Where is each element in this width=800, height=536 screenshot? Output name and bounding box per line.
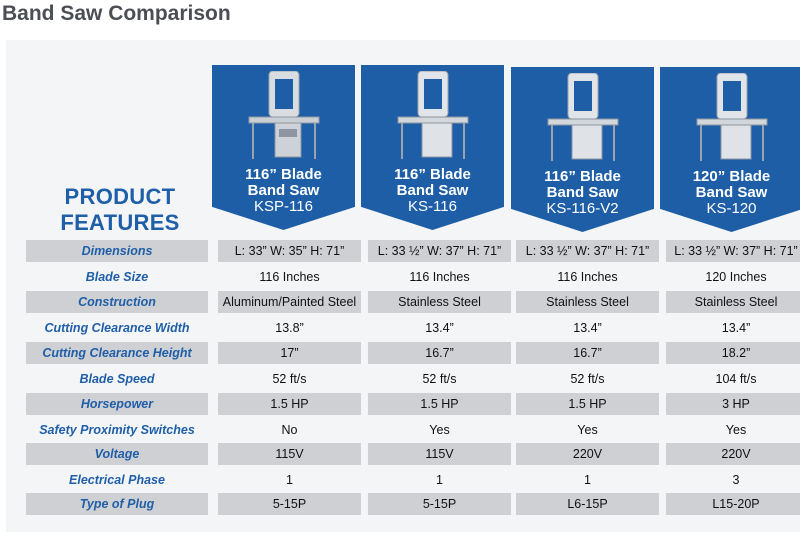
spec-value: 3 [732, 473, 740, 487]
spec-value: 52 ft/s [422, 372, 457, 386]
row-label: Type of Plug [26, 493, 208, 515]
spec-value: 220V [516, 443, 659, 465]
spec-value: Yes [725, 423, 747, 437]
spec-value: Stainless Steel [666, 291, 800, 313]
spec-value: 220V [666, 443, 800, 465]
row-label: Construction [26, 291, 208, 313]
spec-value: 120 Inches [705, 270, 767, 284]
band-saw-image [696, 73, 768, 161]
spec-value: 115V [218, 443, 361, 465]
spec-value: 5-15P [368, 493, 511, 515]
spec-value: L15-20P [666, 493, 800, 515]
product-header-ks-116-v2: 116” Blade Band Saw KS-116-V2 [511, 67, 654, 232]
spec-value: 18.2” [666, 342, 800, 364]
product-model: KS-116 [408, 198, 457, 215]
features-heading-line1: PRODUCT [64, 184, 176, 209]
spec-value: 116 Inches [557, 270, 618, 284]
spec-value: Yes [577, 423, 598, 437]
spec-value: 17” [218, 342, 361, 364]
spec-value: 1.5 HP [516, 393, 659, 415]
row-label: Cutting Clearance Width [44, 321, 190, 335]
product-name: 116” Blade Band Saw [544, 168, 621, 201]
row-label: Dimensions [26, 240, 208, 262]
row-label: Blade Speed [79, 372, 155, 386]
row-label: Cutting Clearance Height [26, 342, 208, 364]
spec-value: 116 Inches [259, 270, 320, 284]
spec-value: No [281, 423, 298, 437]
spec-value: 116 Inches [409, 270, 470, 284]
spec-row-dimensions: Dimensions L: 33” W: 35” H: 71” L: 33 ½”… [26, 240, 800, 262]
spec-value: 13.8” [275, 321, 304, 335]
product-header-ks-116: 116” Blade Band Saw KS-116 [361, 65, 504, 230]
spec-value: Stainless Steel [516, 291, 659, 313]
spec-value: Stainless Steel [368, 291, 511, 313]
spec-value: L: 33” W: 35” H: 71” [218, 240, 361, 262]
product-header-ks-120: 120” Blade Band Saw KS-120 [660, 67, 800, 232]
product-model: KS-116-V2 [546, 200, 619, 217]
spec-row-horsepower: Horsepower 1.5 HP 1.5 HP 1.5 HP 3 HP [26, 393, 800, 415]
spec-value: 16.7” [368, 342, 511, 364]
spec-row-blade-size: Blade Size 116 Inches 116 Inches 116 Inc… [26, 266, 800, 288]
spec-value: Yes [429, 423, 450, 437]
band-saw-image [547, 73, 619, 161]
spec-row-construction: Construction Aluminum/Painted Steel Stai… [26, 291, 800, 313]
features-heading-line2: FEATURES [60, 210, 180, 235]
row-label: Electrical Phase [69, 473, 165, 487]
product-header-ksp-116: 116” Blade Band Saw KSP-116 [212, 65, 355, 230]
spec-value: 13.4” [721, 321, 751, 335]
spec-value: 13.4” [425, 321, 454, 335]
spec-value: 104 ft/s [715, 372, 757, 386]
spec-value: 1 [584, 473, 591, 487]
comparison-panel: PRODUCT FEATURES 116” Blade Band Saw KSP… [6, 40, 800, 532]
page-title: Band Saw Comparison [2, 2, 231, 25]
spec-value: 1 [286, 473, 293, 487]
product-name: 120” Blade Band Saw [692, 168, 771, 201]
spec-row-blade-speed: Blade Speed 52 ft/s 52 ft/s 52 ft/s 104 … [26, 368, 800, 390]
spec-value: 5-15P [218, 493, 361, 515]
spec-value: 13.4” [573, 321, 602, 335]
spec-row-safety-proximity-switches: Safety Proximity Switches No Yes Yes Yes [26, 419, 800, 441]
product-model: KSP-116 [254, 198, 313, 215]
row-label: Voltage [26, 443, 208, 465]
band-saw-image [248, 71, 320, 159]
row-label: Horsepower [26, 393, 208, 415]
spec-value: L: 33 ½” W: 37” H: 71” [516, 240, 659, 262]
product-model: KS-120 [706, 200, 757, 217]
spec-value: 1 [436, 473, 443, 487]
spec-value: 52 ft/s [272, 372, 307, 386]
spec-value: 1.5 HP [368, 393, 511, 415]
spec-value: L6-15P [516, 493, 659, 515]
row-label: Blade Size [85, 270, 149, 284]
product-features-heading: PRODUCT FEATURES [26, 184, 214, 236]
spec-row-cutting-clearance-width: Cutting Clearance Width 13.8” 13.4” 13.4… [26, 317, 800, 339]
spec-row-voltage: Voltage 115V 115V 220V 220V [26, 443, 800, 465]
spec-value: Aluminum/Painted Steel [218, 291, 361, 313]
spec-row-type-of-plug: Type of Plug 5-15P 5-15P L6-15P L15-20P [26, 493, 800, 515]
spec-value: 115V [368, 443, 511, 465]
product-name: 116” Blade Band Saw [394, 166, 471, 199]
band-saw-image [397, 71, 469, 159]
row-label: Safety Proximity Switches [39, 423, 195, 437]
spec-value: 1.5 HP [218, 393, 361, 415]
spec-row-cutting-clearance-height: Cutting Clearance Height 17” 16.7” 16.7”… [26, 342, 800, 364]
spec-value: 3 HP [666, 393, 800, 415]
spec-value: 52 ft/s [570, 372, 605, 386]
spec-row-electrical-phase: Electrical Phase 1 1 1 3 [26, 469, 800, 491]
spec-value: 16.7” [516, 342, 659, 364]
product-name: 116” Blade Band Saw [245, 166, 322, 199]
spec-value: L: 33 ½” W: 37” H: 71” [666, 240, 800, 262]
spec-value: L: 33 ½” W: 37” H: 71” [368, 240, 511, 262]
